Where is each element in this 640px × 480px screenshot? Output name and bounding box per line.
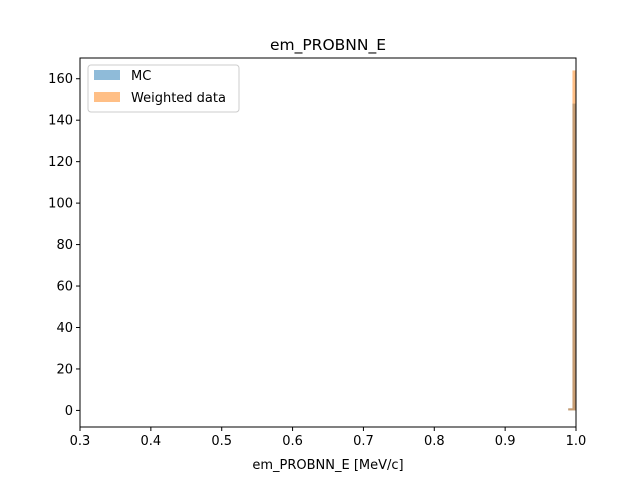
plot-area: 0.3 0.4 0.5 0.6 0.7 0.8 0.9 1.0 0 20 40 60 80 100 120…	[48, 57, 587, 449]
y-tick-label: 40	[56, 321, 73, 336]
x-axis-label: em_PROBNN_E [MeV/c]	[252, 458, 403, 473]
x-tick-label: 1.0	[566, 434, 587, 449]
legend-label-weighted-data: Weighted data	[131, 91, 226, 106]
legend: MC Weighted data	[87, 64, 240, 113]
chart-title: em_PROBNN_E	[270, 36, 386, 55]
x-axis-ticks: 0.3 0.4 0.5 0.6 0.7 0.8 0.9 1.0	[70, 427, 587, 449]
y-tick-label: 60	[56, 280, 73, 295]
y-tick-label: 140	[48, 114, 73, 129]
x-tick-label: 0.5	[211, 434, 232, 449]
x-tick-label: 0.4	[141, 434, 162, 449]
y-axis-ticks: 0 20 40 60 80 100 120 140 160	[48, 72, 80, 419]
legend-box	[87, 64, 240, 113]
x-tick-label: 0.9	[495, 434, 516, 449]
y-tick-label: 80	[56, 238, 73, 253]
x-tick-label: 0.6	[282, 434, 303, 449]
y-tick-label: 100	[48, 197, 73, 212]
axes-frame	[79, 57, 577, 428]
legend-swatch-mc	[94, 70, 120, 80]
y-tick-label: 0	[65, 404, 73, 419]
legend-swatch-weighted-data	[94, 92, 120, 102]
x-tick-label: 0.8	[424, 434, 445, 449]
y-tick-label: 160	[48, 72, 73, 87]
bar-weighted-data-1	[572, 70, 576, 411]
x-tick-label: 0.3	[70, 434, 91, 449]
histogram-bars	[568, 70, 576, 411]
x-tick-label: 0.7	[353, 434, 374, 449]
y-tick-label: 120	[48, 155, 73, 170]
bar-weighted-data-0	[568, 408, 573, 411]
legend-label-mc: MC	[131, 69, 151, 84]
y-tick-label: 20	[56, 362, 73, 377]
